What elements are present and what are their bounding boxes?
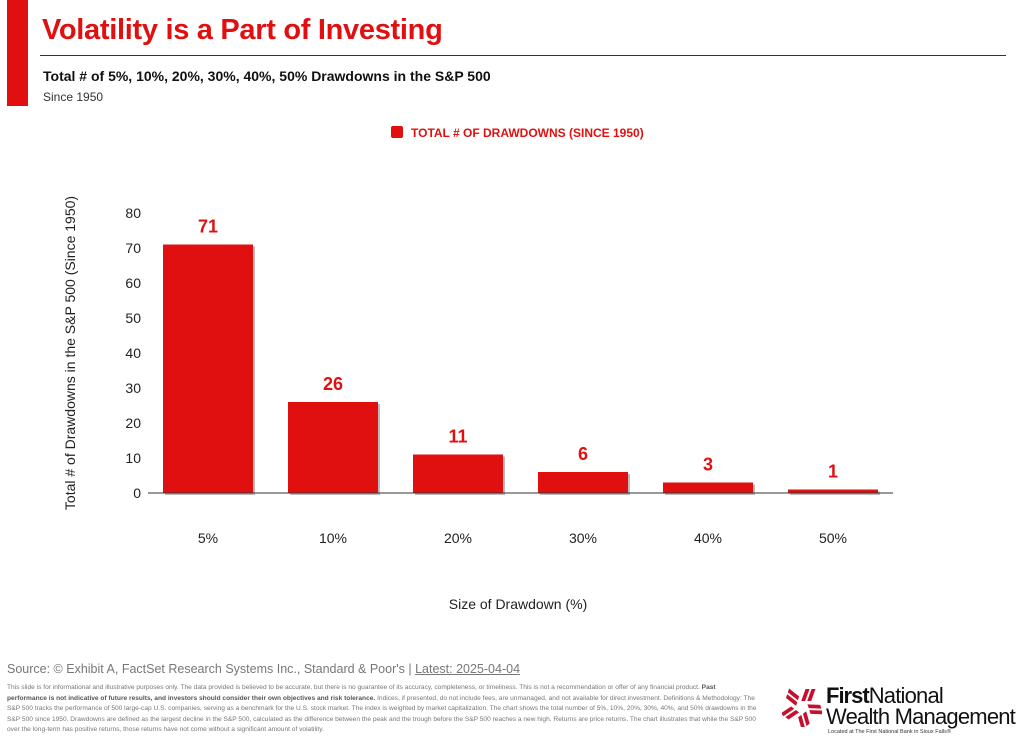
company-logo: FirstNational Wealth Management Located a…: [782, 685, 1022, 745]
x-tick-label: 50%: [819, 530, 847, 546]
since-label: Since 1950: [43, 90, 104, 104]
legend-label: TOTAL # OF DRAWDOWNS (SINCE 1950): [411, 126, 644, 140]
data-label: 3: [703, 455, 713, 475]
disclaimer-part-1: This slide is for informational and illu…: [7, 684, 702, 691]
y-tick-label: 40: [125, 345, 141, 361]
y-tick-label: 0: [133, 485, 141, 501]
y-tick-label: 60: [125, 275, 141, 291]
accent-bar: [7, 0, 28, 106]
y-axis-label: Total # of Drawdowns in the S&P 500 (Sin…: [62, 196, 78, 510]
title-divider: [40, 55, 1006, 56]
x-tick-label: 30%: [569, 530, 597, 546]
y-tick-label: 80: [125, 205, 141, 221]
bar: [538, 472, 628, 493]
latest-date-link[interactable]: Latest: 2025-04-04: [415, 662, 521, 676]
source-text: Source: © Exhibit A, FactSet Research Sy…: [7, 662, 416, 676]
data-label: 26: [323, 374, 343, 394]
x-tick-label: 10%: [319, 530, 347, 546]
y-tick-label: 70: [125, 240, 141, 256]
bar: [663, 482, 753, 493]
x-tick-label: 20%: [444, 530, 472, 546]
logo-mark-icon: [782, 688, 822, 727]
y-tick-label: 30: [125, 380, 141, 396]
data-label: 1: [828, 462, 838, 482]
y-tick-label: 20: [125, 415, 141, 431]
bar-chart: TOTAL # OF DRAWDOWNS (SINCE 1950) 0 10 20 30…: [62, 126, 893, 612]
legend-swatch: [391, 126, 403, 138]
bar: [288, 402, 378, 493]
source-line: Source: © Exhibit A, FactSet Research Sy…: [7, 662, 520, 676]
bar: [788, 489, 878, 493]
chart-subtitle: Total # of 5%, 10%, 20%, 30%, 40%, 50% D…: [43, 68, 491, 84]
disclaimer-bold: Past performance is not indicative of fu…: [7, 684, 716, 702]
disclaimer: This slide is for informational and illu…: [7, 683, 757, 736]
y-tick-label: 10: [125, 450, 141, 466]
logo-text: FirstNational Wealth Management: [826, 683, 1016, 729]
data-label: 6: [578, 444, 588, 464]
bar: [413, 454, 503, 493]
data-label: 71: [198, 217, 218, 237]
logo-tagline: Located at The First National Bank in Si…: [828, 729, 951, 735]
x-axis-label: Size of Drawdown (%): [449, 596, 588, 612]
y-tick-label: 50: [125, 310, 141, 326]
data-label: 11: [448, 427, 467, 447]
disclaimer-part-2: Indices, if presented, do not include fe…: [7, 694, 757, 734]
x-tick-label: 5%: [198, 530, 218, 546]
x-tick-label: 40%: [694, 530, 722, 546]
page-title: Volatility is a Part of Investing: [42, 14, 443, 46]
bar: [163, 244, 253, 493]
